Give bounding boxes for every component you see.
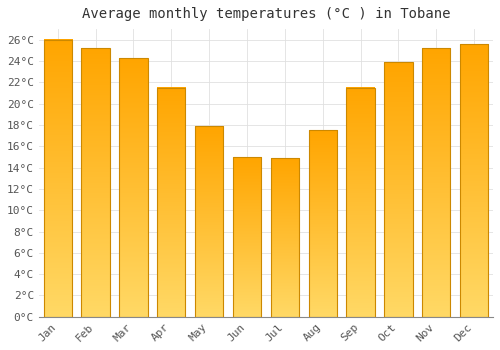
Bar: [44, 40, 72, 317]
Bar: [195, 126, 224, 317]
Bar: [157, 88, 186, 317]
Bar: [384, 62, 412, 317]
Title: Average monthly temperatures (°C ) in Tobane: Average monthly temperatures (°C ) in To…: [82, 7, 450, 21]
Bar: [119, 58, 148, 317]
Bar: [422, 48, 450, 317]
Bar: [346, 88, 375, 317]
Bar: [308, 130, 337, 317]
Bar: [270, 158, 299, 317]
Bar: [82, 48, 110, 317]
Bar: [460, 44, 488, 317]
Bar: [233, 157, 261, 317]
